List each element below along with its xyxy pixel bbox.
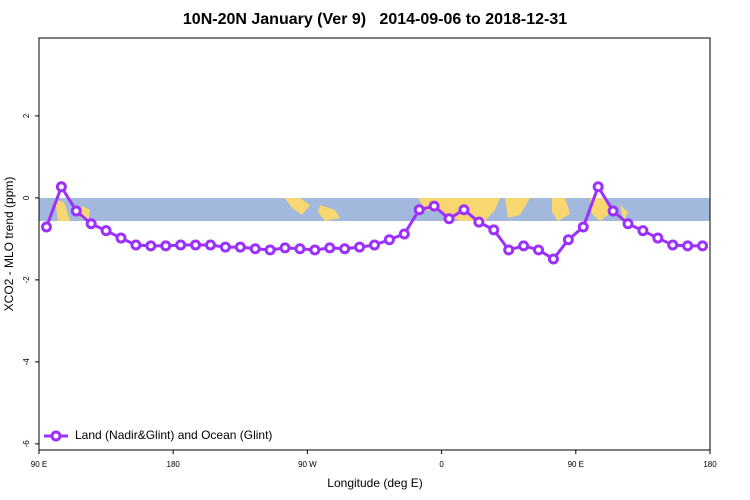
chart-title: 10N-20N January (Ver 9) 2014-09-06 to 20… (183, 11, 567, 28)
data-point (503, 244, 515, 256)
data-point (339, 243, 351, 255)
legend: Land (Nadir&Glint) and Ocean (Glint) (44, 428, 272, 442)
x-tick-label: 0 (439, 460, 444, 469)
y-tick-label: 0 (22, 195, 31, 200)
y-tick-label: -4 (22, 358, 31, 366)
data-point (130, 239, 142, 251)
data-point (309, 244, 321, 256)
data-point (518, 240, 530, 252)
data-point (175, 239, 187, 251)
data-point (383, 234, 395, 246)
data-point (249, 243, 261, 255)
data-point (264, 244, 276, 256)
data-point (369, 239, 380, 251)
data-point (40, 221, 52, 233)
x-axis-label: Longitude (deg E) (327, 476, 422, 490)
data-point (234, 241, 246, 253)
data-point (622, 218, 634, 230)
x-tick-label: 90 W (298, 460, 317, 469)
legend-label: Land (Nadir&Glint) and Ocean (Glint) (75, 428, 272, 442)
data-point (100, 225, 112, 237)
data-point (562, 234, 574, 246)
data-point (697, 240, 709, 252)
data-point (190, 239, 202, 251)
data-point (294, 243, 306, 255)
data-point (652, 232, 664, 244)
map-strip (39, 198, 710, 221)
data-point (204, 239, 216, 251)
data-point (443, 213, 455, 225)
data-point (488, 224, 500, 236)
x-tick-label: 180 (703, 460, 717, 469)
data-point (413, 204, 425, 216)
x-tick-label: 180 (167, 460, 181, 469)
data-point (324, 242, 336, 254)
data-point (682, 240, 694, 252)
data-point (667, 239, 679, 251)
data-point (145, 240, 157, 252)
y-tick-label: 2 (22, 113, 31, 118)
data-point (219, 241, 231, 253)
data-point (473, 216, 485, 228)
y-tick-label: -2 (22, 276, 31, 284)
y-axis-label: XCO2 - MLO trend (ppm) (2, 177, 16, 312)
data-point (547, 253, 559, 265)
y-tick-label: -6 (22, 440, 31, 448)
x-tick-label: 90 E (31, 460, 47, 469)
data-point (592, 181, 604, 193)
data-point (637, 225, 649, 237)
data-point (398, 228, 410, 240)
data-point (115, 232, 127, 244)
data-point (607, 205, 619, 217)
data-point (160, 240, 172, 252)
data-point (55, 181, 67, 193)
x-tick-label: 90 E (568, 460, 584, 469)
legend-marker (50, 430, 62, 442)
data-point (533, 244, 545, 256)
plot-frame (38, 37, 711, 451)
data-point (70, 205, 82, 217)
data-point (354, 241, 366, 253)
data-point (577, 221, 589, 233)
data-point (279, 242, 291, 254)
data-point (458, 204, 470, 216)
data-point (85, 218, 97, 230)
data-point (428, 200, 440, 212)
